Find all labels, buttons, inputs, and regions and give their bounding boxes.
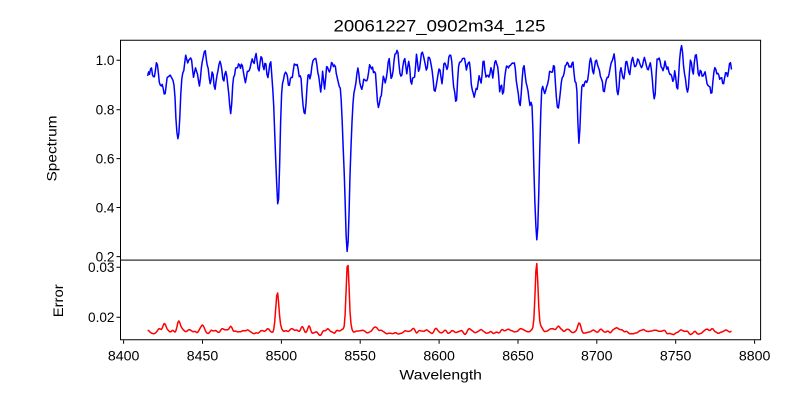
svg-text:0.4: 0.4 (96, 200, 115, 215)
svg-text:0.6: 0.6 (96, 151, 115, 166)
svg-text:1.0: 1.0 (96, 53, 115, 68)
svg-text:8500: 8500 (266, 349, 298, 364)
svg-text:8600: 8600 (423, 349, 455, 364)
svg-text:8450: 8450 (187, 349, 219, 364)
svg-text:8700: 8700 (581, 349, 613, 364)
svg-text:20061227_0902m34_125: 20061227_0902m34_125 (334, 17, 546, 36)
svg-text:Spectrum: Spectrum (45, 116, 60, 182)
svg-text:8800: 8800 (739, 349, 771, 364)
svg-text:Error: Error (51, 284, 66, 318)
svg-text:8400: 8400 (108, 349, 140, 364)
svg-text:0.03: 0.03 (88, 260, 114, 275)
svg-text:0.02: 0.02 (88, 310, 114, 325)
svg-text:8650: 8650 (502, 349, 534, 364)
svg-text:8550: 8550 (344, 349, 376, 364)
svg-text:0.8: 0.8 (96, 103, 115, 118)
svg-text:Wavelength: Wavelength (399, 367, 482, 382)
svg-text:0.2: 0.2 (96, 249, 115, 264)
svg-text:8750: 8750 (660, 349, 692, 364)
